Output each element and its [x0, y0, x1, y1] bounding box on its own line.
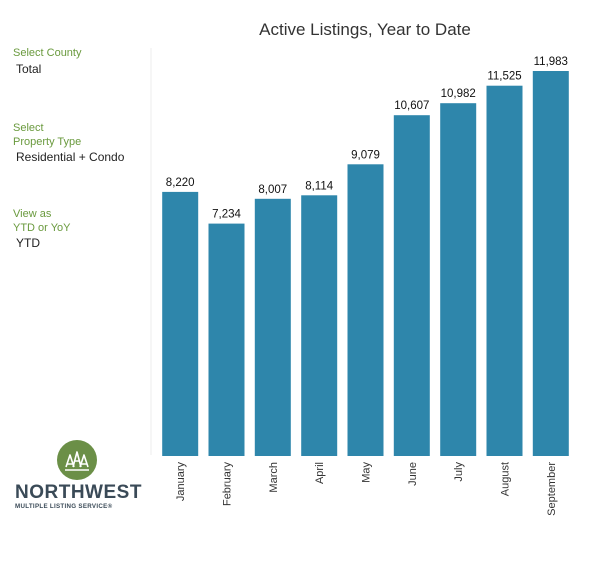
nwmls-logo: NORTHWEST MULTIPLE LISTING SERVICE® [15, 440, 145, 510]
category-label-january: January [175, 462, 187, 502]
category-label-july: July [453, 462, 465, 482]
chart-title: Active Listings, Year to Date [259, 20, 471, 39]
logo-subtitle: MULTIPLE LISTING SERVICE® [15, 503, 113, 510]
bar-april[interactable] [301, 195, 338, 457]
view-mode-filter-label: View as YTD or YoY [13, 208, 71, 234]
category-label-february: February [222, 462, 234, 507]
property-type-filter-label: Select Property Type [13, 122, 82, 148]
value-label-september: 11,983 [534, 56, 568, 68]
value-label-april: 8,114 [305, 180, 334, 192]
category-label-may: May [361, 462, 373, 483]
value-label-may: 9,079 [351, 149, 380, 161]
bar-august[interactable] [486, 85, 523, 456]
county-filter-label: Select County [13, 47, 82, 59]
value-label-january: 8,220 [166, 177, 195, 189]
property-type-select[interactable]: Residential + Condo [16, 150, 125, 164]
view-mode-select[interactable]: YTD [16, 236, 40, 250]
value-label-february: 7,234 [212, 209, 241, 221]
bar-september[interactable] [532, 71, 569, 456]
value-label-july: 10,982 [441, 88, 476, 100]
bar-june[interactable] [393, 115, 430, 456]
bar-january[interactable] [162, 191, 199, 456]
category-label-april: April [314, 462, 326, 484]
bar-may[interactable] [347, 164, 384, 457]
value-label-march: 8,007 [258, 184, 287, 196]
category-label-september: September [546, 462, 558, 516]
logo-wordmark: NORTHWEST [15, 482, 142, 503]
bar-july[interactable] [440, 103, 477, 456]
category-label-june: June [407, 462, 419, 486]
value-label-august: 11,525 [487, 71, 521, 83]
value-label-june: 10,607 [394, 100, 429, 112]
category-label-march: March [268, 462, 280, 493]
county-select[interactable]: Total [16, 62, 42, 76]
trees-logo-icon [57, 440, 97, 480]
category-label-august: August [500, 462, 512, 496]
bar-february[interactable] [208, 223, 245, 456]
bar-march[interactable] [254, 198, 291, 457]
